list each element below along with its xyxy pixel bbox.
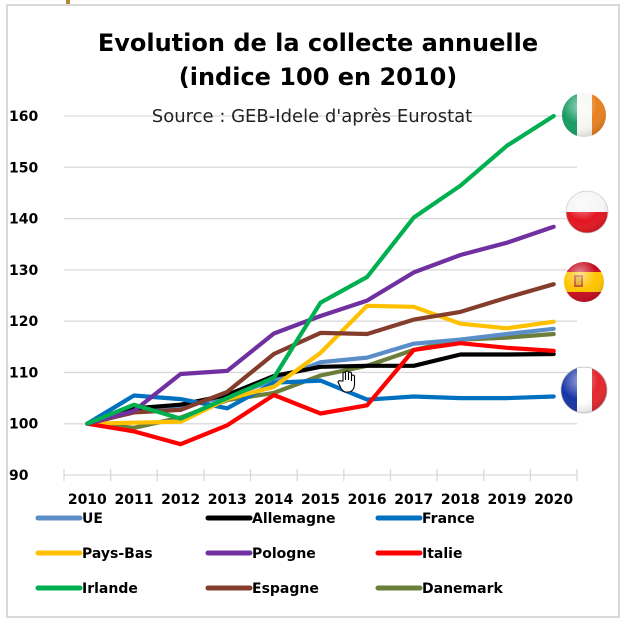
top-marker — [66, 0, 70, 4]
legend-label: UE — [82, 511, 103, 527]
x-axis: 2010 2011 2012 2013 2014 2015 2016 2017 2018 2019… — [63, 469, 578, 508]
legend-label: Italie — [422, 546, 462, 562]
x-tick-label: 2012 — [161, 492, 200, 508]
legend-label: Pologne — [252, 546, 316, 562]
x-tick-label: 2016 — [348, 492, 387, 508]
y-axis-ticks: 90 100 110 120 130 140 150 160 — [9, 109, 38, 484]
y-tick-label: 100 — [9, 417, 38, 433]
y-tick-label: 90 — [9, 468, 29, 484]
y-tick-label: 150 — [9, 160, 38, 176]
legend-item: France — [375, 511, 475, 527]
legend-item: Danemark — [375, 581, 503, 597]
series-line-pays-bas — [85, 303, 556, 426]
legend-label: Espagne — [252, 581, 319, 597]
y-tick-label: 140 — [9, 212, 38, 228]
y-tick-label: 130 — [9, 263, 38, 279]
series-line-irlande — [85, 113, 556, 426]
x-tick-label: 2014 — [254, 492, 293, 508]
chart-title: Evolution de la collecte annuelle — [98, 29, 538, 57]
legend-item: Allemagne — [205, 511, 335, 527]
legend-label: Irlande — [82, 581, 138, 597]
chart-subtitle: (indice 100 en 2010) — [179, 63, 457, 91]
legend-label: Danemark — [422, 581, 503, 597]
x-tick-label: 2018 — [441, 492, 480, 508]
series-line-espagne — [85, 282, 556, 426]
legend-label: Pays-Bas — [82, 546, 153, 562]
y-tick-label: 120 — [9, 314, 38, 330]
series-line-italie — [85, 341, 556, 447]
france-flag — [560, 366, 608, 414]
poland-flag — [565, 190, 609, 234]
chart-source: Source : GEB-Idele d'après Eurostat — [152, 106, 472, 127]
spain-flag — [564, 262, 604, 302]
x-tick-label: 2020 — [534, 492, 573, 508]
x-tick-label: 2011 — [114, 492, 153, 508]
series-lines — [85, 113, 556, 447]
legend-label: Allemagne — [252, 511, 335, 527]
y-tick-label: 110 — [9, 365, 38, 381]
x-tick-label: 2019 — [488, 492, 527, 508]
x-tick-label: 2017 — [394, 492, 433, 508]
series-line-pologne — [85, 224, 556, 426]
x-tick-label: 2010 — [68, 492, 107, 508]
y-tick-label: 160 — [9, 109, 38, 125]
legend-item: Espagne — [205, 581, 319, 597]
gridlines — [64, 115, 577, 425]
series-line-france — [85, 378, 556, 426]
ireland-flag — [562, 93, 606, 137]
legend-item: Italie — [375, 546, 462, 562]
hand-cursor-icon — [337, 370, 356, 393]
series-line-allemagne — [85, 351, 556, 426]
legend-item: UE — [35, 511, 103, 527]
chart-frame — [6, 4, 620, 618]
legend-item: Pologne — [205, 546, 316, 562]
x-tick-label: 2013 — [208, 492, 247, 508]
legend-item: Irlande — [35, 581, 138, 597]
x-tick-label: 2015 — [301, 492, 340, 508]
legend-label: France — [422, 511, 475, 527]
legend-item: Pays-Bas — [35, 546, 153, 562]
legend: UE Allemagne France Pays-Bas Pologne Italie Ir… — [35, 511, 503, 597]
